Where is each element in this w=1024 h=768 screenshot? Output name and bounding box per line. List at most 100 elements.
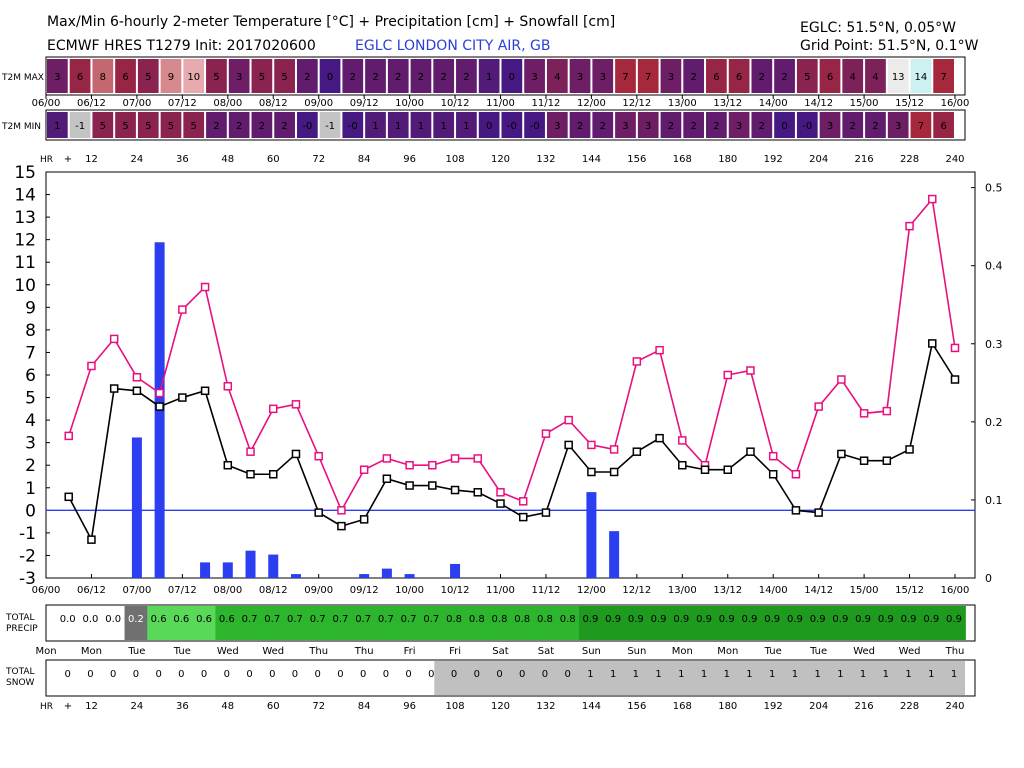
hr-row-top-tick: + (64, 154, 72, 165)
t2m-min-row-cell (456, 112, 477, 138)
y-right-tick-label: 0 (985, 572, 992, 585)
t2m-min-row-value: 3 (554, 121, 560, 132)
t2m-max-row-value: 2 (463, 72, 469, 83)
min-temp-point (269, 469, 278, 479)
total-precip-value: 0.7 (310, 614, 326, 625)
t2m-max-row-value: 14 (915, 72, 928, 83)
t2m-max-row-cell (706, 59, 727, 93)
t2m-max-row-cell (910, 59, 932, 93)
day-tick-label: Thu (354, 646, 374, 657)
snow-shaded-region (434, 661, 965, 695)
total-precip-value: 0.9 (605, 614, 621, 625)
t2m-min-row-cell (433, 112, 455, 138)
y-tick-label: 0 (25, 501, 36, 521)
hr-row-top-tick: 228 (900, 154, 919, 165)
t2m-min-row-cell (251, 112, 273, 138)
min-temp-point (87, 535, 96, 544)
t2m-min-row-value: 5 (168, 121, 174, 132)
t2m-max-row-cell (296, 59, 318, 93)
total-precip-cell (647, 606, 671, 640)
max-temp-point (473, 454, 483, 463)
total-snow-value: 0 (201, 669, 207, 680)
t2m-max-row-cell (501, 59, 523, 93)
t2m-min-row-value: 1 (395, 121, 401, 132)
hr-row-bottom-tick: 96 (403, 701, 416, 712)
t2m-min-row-value: 2 (872, 121, 878, 132)
t2m-max-row-value: 0 (327, 72, 333, 83)
t2m-min-row-cell (728, 112, 750, 138)
total-precip-value: 0.0 (82, 614, 98, 625)
hr-row-top-tick: 192 (764, 154, 783, 165)
t2m-min-row-cell (660, 112, 682, 138)
max-temp-point (723, 370, 732, 380)
total-snow-value: 0 (496, 669, 502, 680)
min-temp-point (678, 460, 687, 470)
t2m-min-row-cell (910, 112, 932, 138)
hr-row-top-tick: 60 (267, 154, 280, 165)
hr-row-bottom-tick: 132 (536, 701, 555, 712)
t2m-min-row-value: 1 (372, 121, 378, 132)
t2m-max-row-cell (887, 59, 909, 93)
max-temp-point (791, 469, 801, 479)
t2m-max-row-cell (115, 59, 136, 93)
hr-row-bottom-tick: 240 (945, 701, 964, 712)
max-temp-point (359, 465, 369, 474)
t2m-max-row-cell (206, 59, 227, 93)
y-tick-label: 12 (14, 231, 36, 251)
t2m-max-row-cell (933, 59, 954, 93)
x-tick-label: 09/00 (304, 585, 333, 596)
total-precip-cell (919, 606, 944, 640)
t2m-min-row-cell (47, 112, 68, 138)
t2m-max-row-cell (92, 59, 114, 93)
t2m-min-row-value: 5 (191, 121, 197, 132)
t2m-max-row-value: 5 (804, 72, 810, 83)
x-tick-label: 10/00 (395, 585, 424, 596)
total-snow-value: 1 (883, 669, 889, 680)
max-temp-point (132, 373, 142, 382)
t2m-max-row-value: 6 (122, 72, 128, 83)
t2m-min-row-value: 3 (895, 121, 901, 132)
t2m-max-row-value: 3 (54, 72, 60, 83)
x-tick-label: 15/12 (895, 585, 924, 596)
total-precip-value: 0.9 (673, 614, 689, 625)
precip-bar (131, 437, 142, 578)
total-precip-value: 0.6 (151, 614, 167, 625)
total-snow-value: 0 (428, 669, 434, 680)
date-tick-label: 12/12 (622, 98, 651, 109)
t2m-min-row-value: 2 (668, 121, 674, 132)
total-precip-value: 0.6 (196, 614, 212, 625)
max-temp-point (882, 406, 892, 416)
y-tick-label: 5 (25, 389, 36, 409)
t2m-min-row-value: 1 (463, 121, 469, 132)
total-precip-cell (147, 606, 171, 640)
total-precip-cell (738, 606, 762, 640)
t2m-min-row-cell (69, 112, 91, 138)
hr-row-top-tick: 180 (718, 154, 737, 165)
day-tick-label: Wed (262, 646, 284, 657)
total-precip-value: 0.9 (946, 614, 962, 625)
max-temp-point (632, 357, 642, 366)
t2m-min-row-cell (137, 112, 159, 138)
t2m-min-row-cell (842, 112, 864, 138)
total-precip-cell (874, 606, 898, 640)
t2m-min-row-frame (45, 109, 966, 141)
total-precip-cell (488, 606, 512, 640)
min-temp-point (814, 508, 823, 517)
min-temp-point (746, 447, 755, 456)
t2m-max-row-cell (728, 59, 750, 93)
max-temp-point (223, 382, 233, 391)
y-right-tick-label: 0.4 (985, 260, 1003, 273)
total-precip-cell (169, 606, 194, 640)
total-snow-value: 0 (133, 669, 139, 680)
total-precip-cell (897, 606, 921, 640)
total-precip-cell (715, 606, 739, 640)
total-precip-value: 0.9 (810, 614, 826, 625)
day-tick-label: Sat (538, 646, 554, 657)
day-tick-label: Tue (173, 646, 191, 657)
t2m-max-row-value: 5 (259, 72, 265, 83)
t2m-min-row-cell (774, 112, 795, 138)
hr-row-bottom-tick: 144 (582, 701, 601, 712)
total-snow-value: 1 (678, 669, 684, 680)
date-tick-label: 08/00 (213, 98, 242, 109)
t2m-max-row-value: 6 (827, 72, 833, 83)
